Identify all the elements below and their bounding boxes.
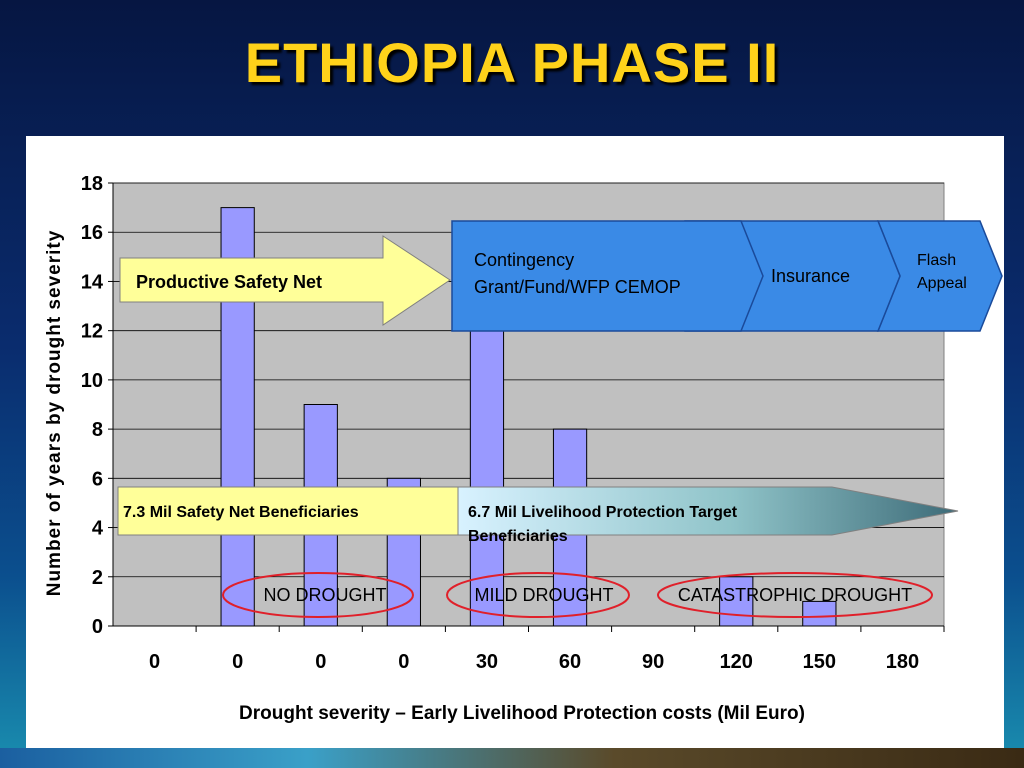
safety-net-label: Productive Safety Net (136, 272, 322, 292)
bar (802, 600, 837, 627)
y-tick-label: 14 (81, 271, 104, 293)
catastrophic-drought-label: CATASTROPHIC DROUGHT (678, 585, 912, 605)
bar (469, 305, 505, 627)
y-tick-label: 4 (92, 518, 104, 540)
x-tick-label: 150 (803, 651, 836, 673)
contingency-chevron (451, 220, 764, 332)
y-tick-label: 12 (81, 321, 103, 343)
no-drought-ellipse (222, 572, 414, 618)
y-tick-label: 0 (92, 616, 103, 638)
footer-decoration (0, 748, 1024, 768)
contingency-label-line2: Grant/Fund/WFP CEMOP (474, 277, 681, 297)
x-axis-title: Drought severity – Early Livelihood Prot… (239, 703, 805, 724)
insurance-label: Insurance (771, 266, 850, 286)
x-tick-label: 120 (720, 651, 753, 673)
mild-drought-label: MILD DROUGHT (475, 585, 614, 605)
x-tick-label: 0 (149, 651, 160, 673)
safety-net-beneficiaries-box (117, 486, 459, 536)
y-axis-title: Number of years by drought severity (44, 230, 65, 597)
y-tick-label: 8 (92, 419, 103, 441)
x-tick-label: 0 (232, 651, 243, 673)
x-tick-labels: 0 0 0 0 30 60 90 120 150 180 (149, 626, 945, 673)
y-tick-labels: 0 2 4 6 8 10 12 14 16 18 (81, 173, 113, 638)
safety-net-arrow (119, 235, 451, 326)
y-tick-label: 6 (92, 468, 103, 490)
x-tick-label: 180 (886, 651, 919, 673)
x-tick-label: 0 (315, 651, 326, 673)
page-title: ETHIOPIA PHASE II (244, 31, 780, 94)
livelihood-protection-arrow (457, 486, 959, 536)
contingency-label-line1: Contingency (474, 250, 574, 270)
livelihood-beneficiaries-label-line1: 6.7 Mil Livelihood Protection Target (468, 504, 738, 521)
x-tick-label: 0 (398, 651, 409, 673)
y-tick-label: 18 (81, 173, 103, 195)
x-tick-label: 60 (559, 651, 581, 673)
catastrophic-drought-ellipse (657, 572, 933, 618)
y-tick-label: 2 (92, 567, 103, 589)
mild-drought-ellipse (446, 572, 630, 618)
x-tick-label: 90 (642, 651, 664, 673)
safety-net-beneficiaries-label: 7.3 Mil Safety Net Beneficiaries (123, 504, 359, 521)
flash-appeal-label-line2: Appeal (917, 275, 967, 292)
livelihood-beneficiaries-label-line2: Beneficiaries (468, 528, 568, 545)
no-drought-label: NO DROUGHT (264, 585, 387, 605)
y-tick-label: 16 (81, 222, 103, 244)
flash-appeal-label-line1: Flash (917, 252, 956, 269)
x-tick-label: 30 (476, 651, 498, 673)
y-tick-label: 10 (81, 370, 103, 392)
